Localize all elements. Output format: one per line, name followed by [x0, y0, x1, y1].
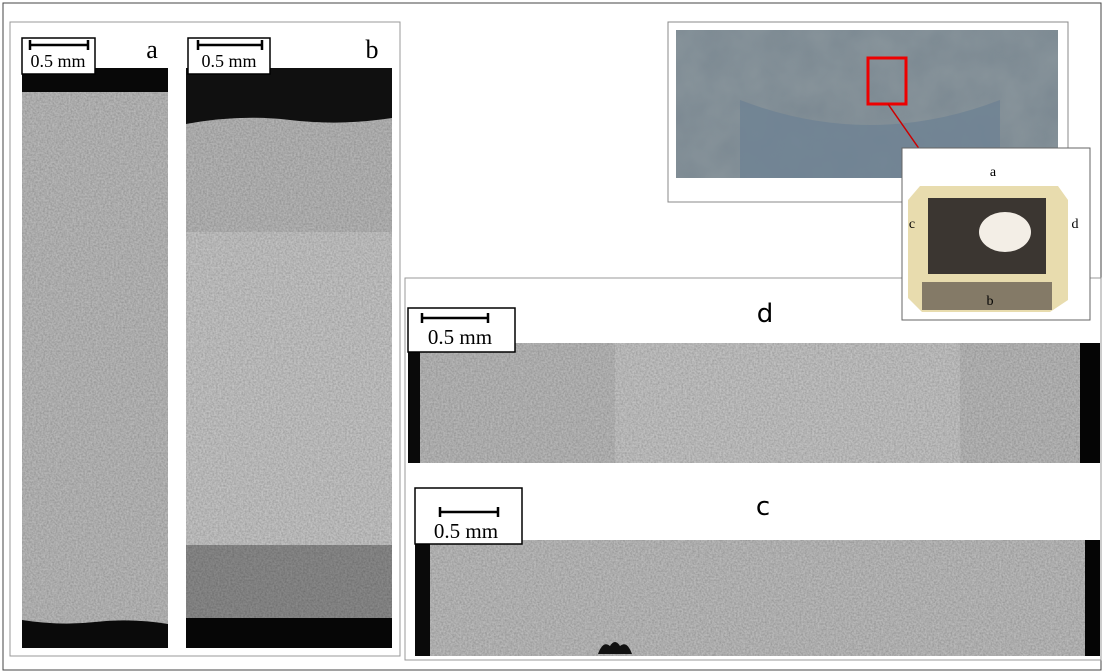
scale-label: 0.5 mm — [434, 519, 498, 543]
edge — [1080, 343, 1100, 463]
band — [186, 232, 392, 545]
panel-label: c — [756, 492, 770, 522]
panel-a: 0.5 mm a — [21, 35, 168, 648]
edge — [186, 68, 392, 124]
inset-label: a — [990, 165, 997, 180]
band — [615, 343, 960, 463]
scale-label: 0.5 mm — [30, 51, 85, 71]
panel-c: 0.5 mm c — [414, 487, 1100, 656]
edge — [408, 343, 420, 463]
micrograph — [415, 540, 1100, 656]
panel-label: b — [366, 35, 379, 64]
inset-label: b — [987, 294, 994, 309]
edge — [415, 540, 430, 656]
panel-b: 0.5 mm b — [186, 35, 392, 648]
scale-bar — [438, 507, 500, 517]
inset-label: c — [909, 217, 915, 232]
edge — [186, 618, 392, 648]
edge — [22, 620, 168, 648]
edge — [1085, 540, 1100, 656]
band — [186, 545, 392, 620]
leader-line — [887, 103, 921, 151]
scale-bar — [28, 40, 90, 50]
panel-d: 0.5 mm d — [407, 299, 1100, 463]
scale-box — [414, 487, 523, 545]
inset: a b c d — [901, 147, 1091, 321]
scale-bar — [420, 313, 490, 323]
reflection — [979, 212, 1031, 252]
panel-label: a — [146, 35, 158, 64]
scale-box — [407, 307, 516, 353]
defect — [598, 642, 632, 654]
scale-label: 0.5 mm — [428, 325, 492, 349]
micrograph — [22, 68, 168, 648]
part-shadow — [922, 282, 1052, 310]
scale-label: 0.5 mm — [201, 51, 256, 71]
highlight-box — [866, 56, 908, 106]
inset-label: d — [1072, 217, 1079, 232]
panel-label: d — [757, 299, 774, 329]
scale-bar — [196, 40, 264, 50]
